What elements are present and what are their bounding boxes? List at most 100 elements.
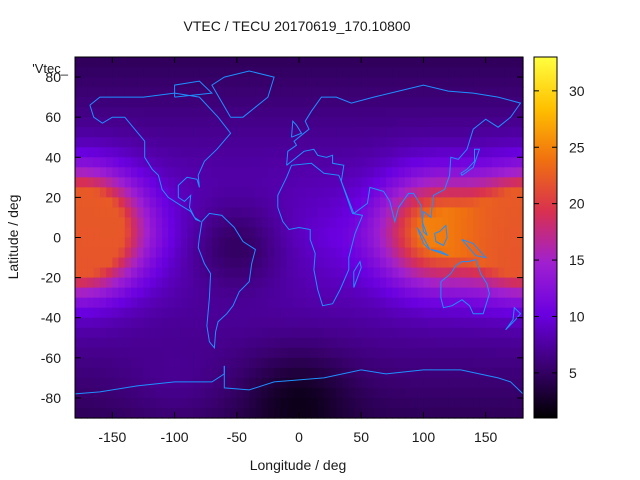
heatmap-cell: [243, 397, 250, 409]
heatmap-cell: [342, 337, 350, 349]
heatmap-cell: [485, 137, 493, 148]
heatmap-cell: [442, 147, 449, 158]
heatmap-cell: [323, 127, 331, 138]
heatmap-cell: [498, 97, 505, 108]
heatmap-cell: [168, 287, 176, 299]
heatmap-cell: [118, 237, 126, 249]
heatmap-cell: [479, 297, 487, 309]
heatmap-cell: [467, 257, 474, 269]
heatmap-cell: [435, 287, 443, 299]
heatmap-cell: [348, 257, 356, 269]
heatmap-cell: [317, 267, 325, 279]
heatmap-cell: [267, 207, 275, 219]
heatmap-cell: [155, 307, 163, 319]
heatmap-cell: [467, 407, 474, 419]
heatmap-cell: [317, 367, 325, 379]
heatmap-cell: [330, 187, 337, 198]
heatmap-cell: [479, 327, 487, 339]
heatmap-cell: [386, 287, 393, 299]
heatmap-cell: [516, 227, 524, 239]
heatmap-cell: [218, 407, 225, 419]
heatmap-cell: [367, 137, 375, 148]
heatmap-cell: [187, 357, 194, 369]
heatmap-cell: [255, 397, 263, 409]
heatmap-cell: [305, 107, 313, 118]
heatmap-cell: [236, 157, 244, 168]
heatmap-cell: [280, 347, 288, 359]
heatmap-cell: [442, 337, 449, 349]
heatmap-cell: [143, 117, 151, 128]
heatmap-cell: [317, 327, 325, 339]
heatmap-cell: [473, 337, 481, 349]
y-tick-label: -20: [41, 270, 61, 286]
heatmap-cell: [510, 197, 518, 209]
heatmap-cell: [516, 287, 524, 299]
heatmap-cell: [323, 227, 331, 239]
heatmap-cell: [448, 67, 456, 78]
heatmap-cell: [491, 247, 499, 259]
heatmap-cell: [429, 387, 437, 399]
heatmap-cell: [435, 57, 443, 68]
heatmap-cell: [255, 57, 263, 68]
heatmap-cell: [93, 207, 101, 219]
heatmap-cell: [473, 167, 481, 178]
heatmap-cell: [398, 377, 406, 389]
heatmap-cell: [187, 257, 194, 269]
heatmap-cell: [498, 287, 505, 299]
heatmap-cell: [224, 207, 232, 219]
heatmap-cell: [305, 277, 313, 289]
heatmap-cell: [485, 267, 493, 279]
heatmap-cell: [205, 117, 213, 128]
heatmap-cell: [423, 197, 431, 209]
heatmap-cell: [162, 117, 169, 128]
heatmap-cell: [510, 177, 518, 188]
heatmap-cell: [386, 347, 393, 359]
heatmap-cell: [355, 347, 362, 359]
heatmap-cell: [199, 357, 207, 369]
heatmap-cell: [491, 277, 499, 289]
heatmap-cell: [75, 307, 82, 319]
heatmap-cell: [137, 357, 145, 369]
heatmap-cell: [379, 377, 387, 389]
heatmap-cell: [243, 97, 250, 108]
heatmap-cell: [479, 347, 487, 359]
heatmap-cell: [355, 137, 362, 148]
heatmap-cell: [417, 247, 425, 259]
heatmap-cell: [386, 247, 393, 259]
heatmap-cell: [417, 147, 425, 158]
heatmap-cell: [187, 157, 194, 168]
heatmap-cell: [162, 57, 169, 68]
heatmap-cell: [473, 177, 481, 188]
heatmap-cell: [218, 87, 225, 98]
heatmap-cell: [435, 117, 443, 128]
heatmap-cell: [323, 257, 331, 269]
heatmap-cell: [87, 337, 95, 349]
heatmap-cell: [193, 157, 201, 168]
heatmap-cell: [174, 247, 182, 259]
heatmap-cell: [112, 77, 120, 88]
heatmap-cell: [106, 197, 113, 209]
heatmap-cell: [348, 327, 356, 339]
heatmap-cell: [124, 257, 132, 269]
heatmap-cell: [330, 317, 337, 329]
heatmap-cell: [261, 287, 269, 299]
heatmap-cell: [75, 267, 82, 279]
heatmap-cell: [504, 307, 512, 319]
heatmap-cell: [448, 77, 456, 88]
heatmap-cell: [118, 107, 126, 118]
heatmap-cell: [485, 217, 493, 229]
heatmap-cell: [243, 187, 250, 198]
heatmap-cell: [261, 147, 269, 158]
heatmap-cell: [473, 67, 481, 78]
heatmap-cell: [336, 277, 344, 289]
heatmap-cell: [485, 57, 493, 68]
heatmap-cell: [274, 337, 281, 349]
heatmap-cell: [435, 177, 443, 188]
heatmap-cell: [211, 287, 219, 299]
heatmap-cell: [180, 277, 188, 289]
heatmap-cell: [516, 247, 524, 259]
heatmap-cell: [180, 67, 188, 78]
heatmap-cell: [417, 117, 425, 128]
heatmap-cell: [137, 367, 145, 379]
heatmap-cell: [516, 107, 524, 118]
